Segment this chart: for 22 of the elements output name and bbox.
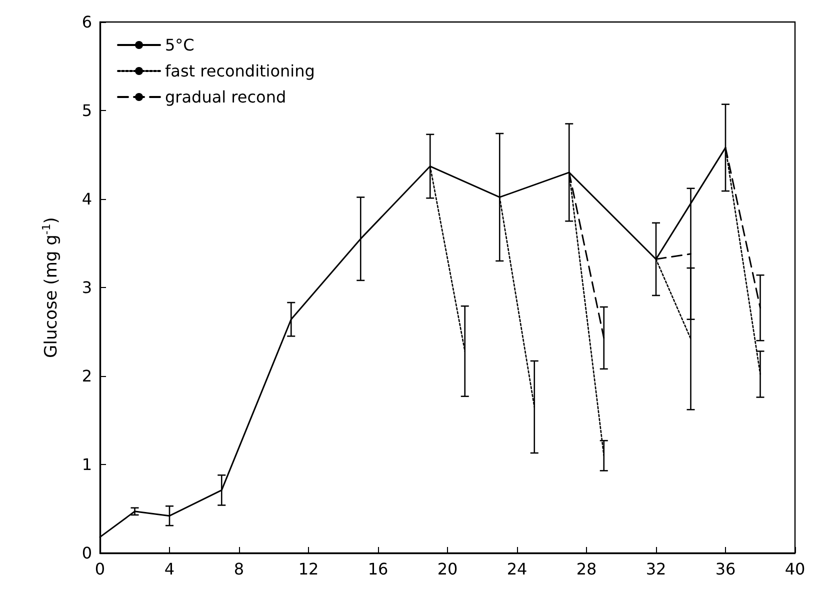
x-tick-label: 20	[437, 560, 458, 578]
legend-label: 5°C	[165, 36, 194, 54]
y-tick-label: 0	[82, 544, 92, 562]
x-tick-label: 32	[646, 560, 666, 578]
x-tick-label: 16	[368, 560, 388, 578]
x-tick-label: 12	[298, 560, 319, 578]
y-tick-label: 5	[82, 101, 92, 120]
y-axis-title: Glucose (mg g-1)	[40, 217, 62, 358]
legend-label: gradual recond	[165, 88, 286, 106]
x-tick-label: 4	[164, 560, 175, 578]
legend-label: fast reconditioning	[165, 62, 315, 80]
y-tick-label: 6	[82, 12, 92, 32]
x-tick-label: 24	[506, 560, 528, 578]
x-tick-label: 36	[715, 560, 736, 578]
x-tick-label: 0	[94, 560, 106, 578]
y-tick-label: 2	[82, 366, 92, 386]
x-tick-label: 8	[234, 560, 244, 578]
y-tick-label: 4	[82, 190, 92, 208]
y-tick-label: 3	[82, 278, 92, 297]
x-tick-label: 40	[784, 560, 806, 578]
y-tick-label: 1	[82, 455, 92, 474]
x-tick-label: 28	[576, 560, 597, 578]
